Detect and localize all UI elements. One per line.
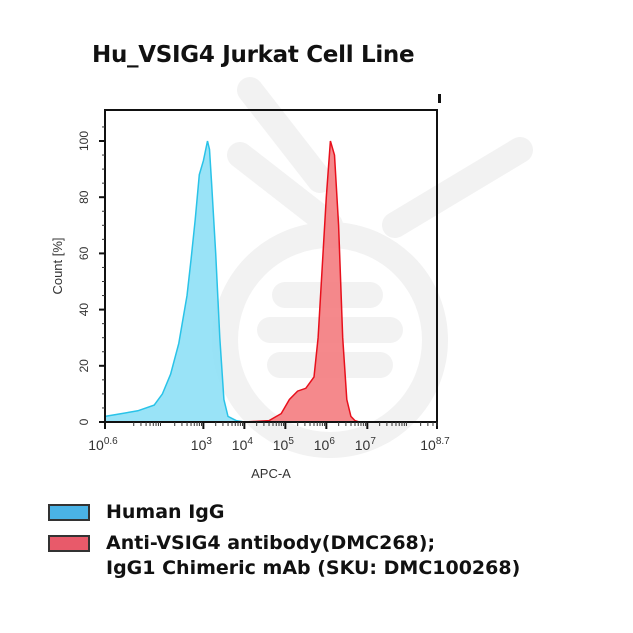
x-axis: 100.6 103 104 105 106 107 108.7: [88, 422, 450, 453]
y-tick-label: 40: [77, 303, 91, 317]
y-tick-label: 0: [77, 418, 91, 425]
legend-label: Anti-VSIG4 antibody(DMC268);: [106, 532, 436, 554]
x-tick-label: 108.7: [420, 436, 450, 453]
legend: Human IgG Anti-VSIG4 antibody(DMC268); I…: [48, 500, 520, 587]
y-tick-label: 100: [77, 131, 91, 151]
y-axis: 0 20 40 60 80 100: [77, 126, 105, 425]
x-tick-label: 100.6: [88, 436, 118, 453]
histogram-fill-0: [105, 141, 245, 422]
legend-label-line2: IgG1 Chimeric mAb (SKU: DMC100268): [106, 557, 521, 579]
legend-item-human-igg: Human IgG: [48, 500, 520, 525]
legend-swatch-blue: [48, 504, 90, 521]
legend-item-anti-vsig4: Anti-VSIG4 antibody(DMC268); IgG1 Chimer…: [48, 531, 520, 581]
histogram-fill-1: [244, 141, 360, 422]
plot-area: [104, 140, 360, 423]
x-tick-label: 106: [314, 436, 336, 453]
corner-marker: [438, 94, 441, 103]
legend-swatch-red: [48, 535, 90, 552]
y-axis-label: Count [%]: [50, 237, 65, 294]
chart-title: Hu_VSIG4 Jurkat Cell Line: [92, 42, 415, 68]
histogram-outline-0: [104, 140, 245, 423]
y-tick-label: 60: [77, 246, 91, 260]
y-tick-label: 80: [77, 190, 91, 204]
watermark-logo: [212, 77, 533, 458]
legend-label: Human IgG: [106, 501, 225, 523]
x-tick-label: 103: [191, 436, 213, 453]
y-tick-label: 20: [77, 359, 91, 373]
x-tick-label: 104: [232, 436, 254, 453]
x-axis-label: APC-A: [251, 466, 291, 481]
plot-frame: [104, 109, 438, 423]
histogram-outline-1: [244, 140, 360, 423]
x-tick-label: 105: [273, 436, 295, 453]
x-tick-label: 107: [355, 436, 377, 453]
